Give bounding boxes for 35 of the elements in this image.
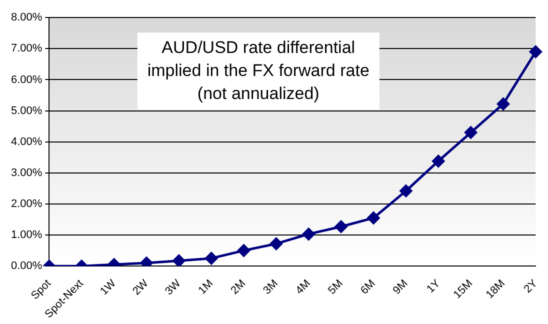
point <box>205 252 218 265</box>
point <box>172 254 186 266</box>
x-tick-label: 1Y <box>424 277 444 296</box>
y-tick-label: 0.00% <box>10 260 42 272</box>
x-tick-label: 2M <box>228 278 248 297</box>
x-tick-label: 2Y <box>522 277 540 296</box>
y-tick-label: 3.00% <box>10 166 42 179</box>
point <box>367 212 380 224</box>
point <box>529 46 542 58</box>
x-tick-label: 6M <box>358 278 378 297</box>
y-tick-label: 5.00% <box>10 104 42 117</box>
y-tick-label: 6.00% <box>10 74 42 86</box>
y-tick-label: 7.00% <box>10 42 42 55</box>
x-tick-label: 4M <box>294 278 313 297</box>
text: AUD/USD rate differential implied in the FX forward rate (not annualized) <box>147 38 370 103</box>
x-tick-label: 3M <box>261 278 280 297</box>
point <box>464 126 478 139</box>
y-tick-label: 8.00% <box>10 12 42 24</box>
point <box>432 154 445 168</box>
point <box>302 228 315 240</box>
x-tick-label: 2W <box>130 277 152 298</box>
point <box>238 244 250 257</box>
x-tick-label: 3W <box>163 277 184 298</box>
y-tick-label: 1.00% <box>10 229 42 242</box>
point <box>334 220 348 233</box>
y-tick-label: 2.00% <box>10 198 42 210</box>
x-tick-label: 1M <box>196 278 216 297</box>
point <box>140 256 153 266</box>
x-tick-label: 5M <box>326 278 346 297</box>
point <box>270 237 282 250</box>
point <box>400 184 412 198</box>
x-tick-label: 1W <box>98 277 119 298</box>
point <box>496 98 510 110</box>
y-tick-label: 4.00% <box>10 136 42 148</box>
x-tick-label: 9M <box>390 278 410 297</box>
